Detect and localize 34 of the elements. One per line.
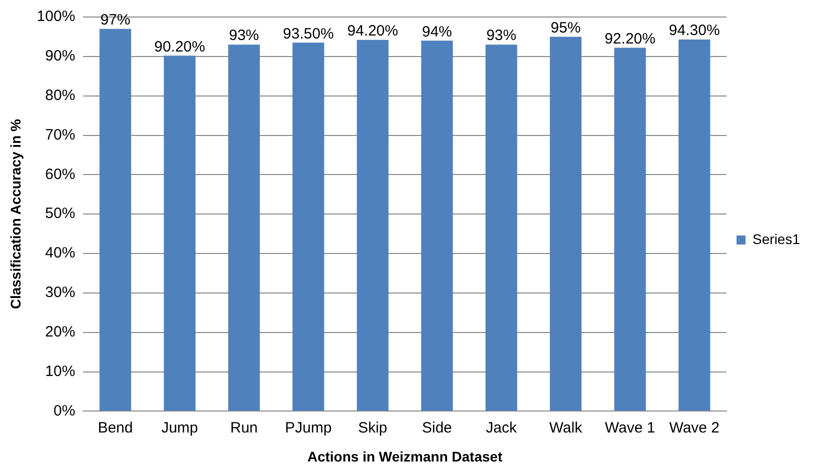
x-tick-label: Run bbox=[230, 419, 258, 436]
data-label: 97% bbox=[100, 11, 130, 28]
x-tick-label: Skip bbox=[358, 419, 388, 436]
x-tick-label: Wave 2 bbox=[669, 419, 720, 436]
y-tick-label: 10% bbox=[45, 362, 76, 380]
data-label: 90.20% bbox=[154, 38, 206, 56]
y-tick-label: 20% bbox=[45, 324, 76, 340]
x-axis-title: Actions in Weizmann Dataset bbox=[307, 448, 503, 464]
y-tick-label: 70% bbox=[45, 126, 76, 144]
legend-label: Series1 bbox=[752, 230, 800, 247]
y-tick-label: 50% bbox=[45, 205, 76, 222]
x-tick-label: Jack bbox=[486, 419, 518, 436]
x-tick-label: Wave 1 bbox=[604, 419, 656, 436]
x-tick-label: Jump bbox=[161, 419, 198, 436]
data-label: 95% bbox=[550, 19, 581, 36]
data-label: 92.20% bbox=[604, 30, 656, 48]
y-tick-label: 90% bbox=[45, 48, 76, 65]
x-tick-label: Side bbox=[422, 419, 452, 436]
y-axis-title: Classification Accuracy in % bbox=[7, 118, 24, 310]
data-label: 94% bbox=[422, 23, 452, 40]
x-tick-label: Bend bbox=[98, 419, 133, 436]
y-tick-label: 30% bbox=[45, 284, 76, 302]
data-label: 94.30% bbox=[668, 22, 720, 40]
y-tick-label: 60% bbox=[45, 166, 76, 183]
data-label: 93.50% bbox=[282, 25, 334, 42]
y-tick-label: 40% bbox=[45, 244, 76, 262]
data-label: 94.20% bbox=[347, 22, 398, 40]
data-label: 93% bbox=[228, 27, 260, 44]
x-tick-label: Walk bbox=[549, 419, 583, 436]
data-label: 93% bbox=[486, 27, 516, 44]
x-tick-label: PJump bbox=[285, 419, 332, 436]
y-tick-label: 100% bbox=[36, 8, 76, 26]
y-tick-label: 0% bbox=[53, 402, 76, 420]
y-tick-label: 80% bbox=[45, 86, 76, 104]
